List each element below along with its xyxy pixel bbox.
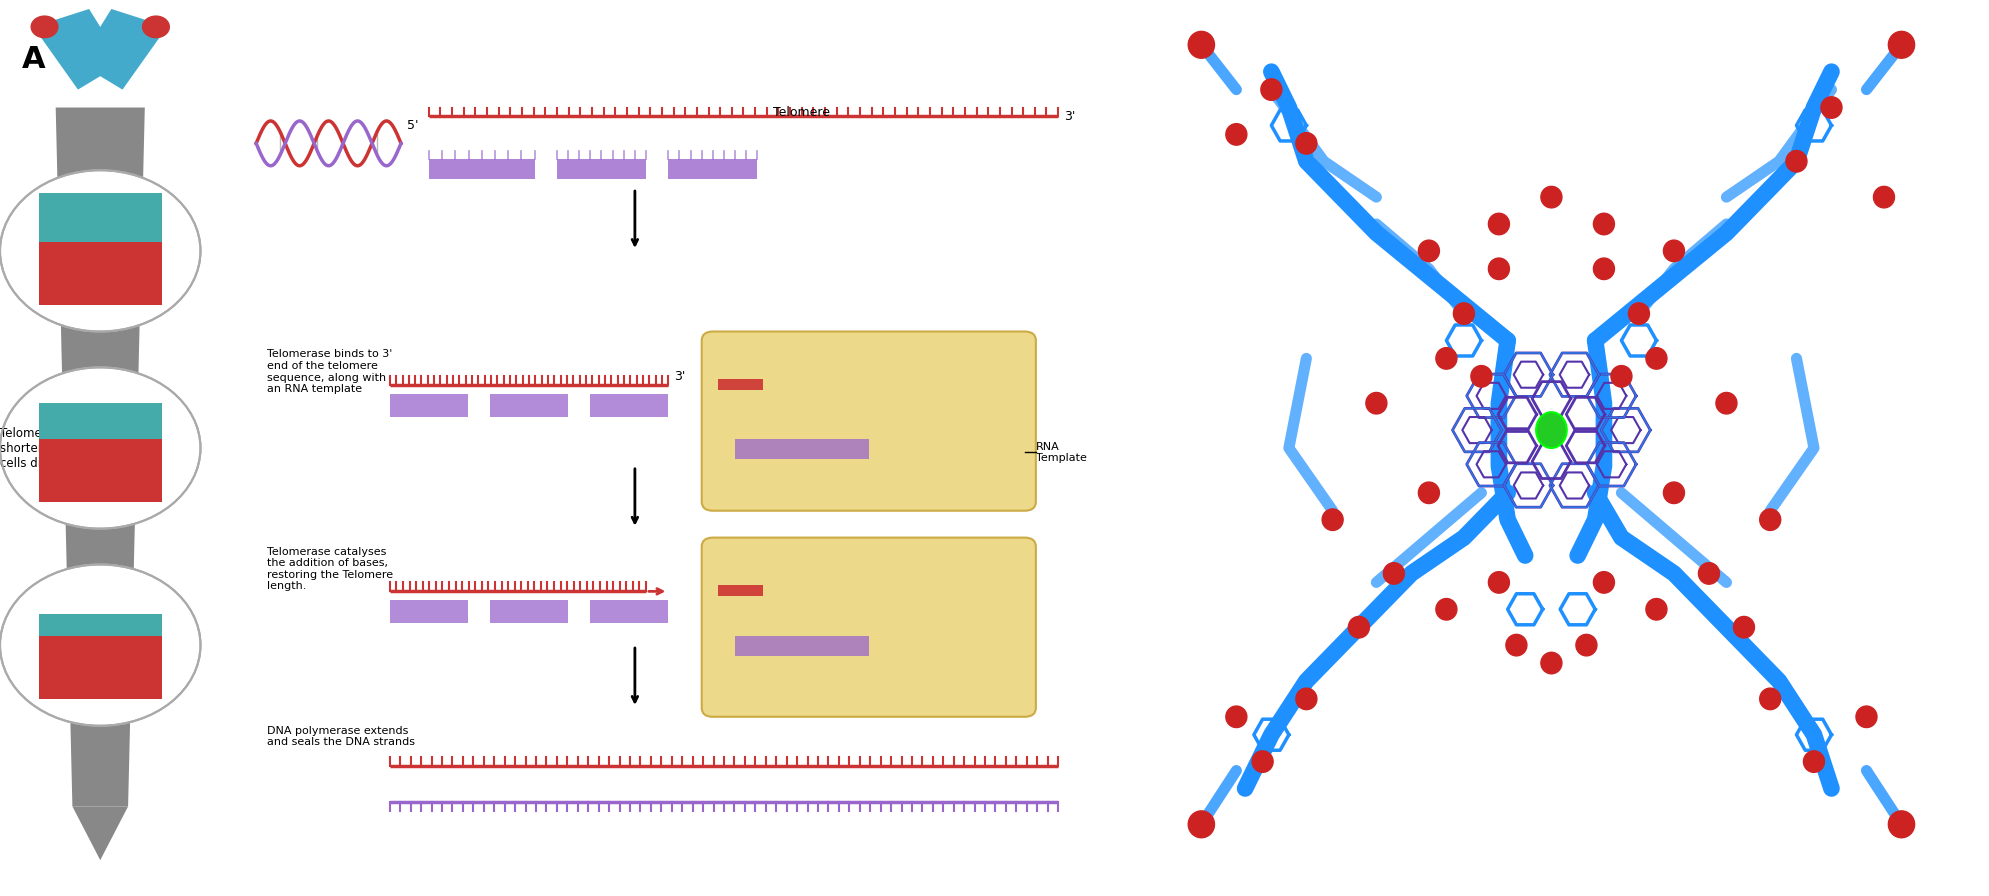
Text: Telomerase catalyses
the addition of bases,
restoring the Telomere
length.: Telomerase catalyses the addition of bas… xyxy=(267,547,394,591)
Text: Telomeres
shorten as
cells divide: Telomeres shorten as cells divide xyxy=(0,426,66,470)
Text: DNA polymerase extends
and seals the DNA strands: DNA polymerase extends and seals the DNA… xyxy=(267,726,416,747)
Polygon shape xyxy=(56,108,145,806)
Circle shape xyxy=(1384,563,1404,584)
Text: RNA
Template: RNA Template xyxy=(1036,442,1086,463)
Circle shape xyxy=(1488,213,1510,235)
Circle shape xyxy=(1822,97,1842,118)
Circle shape xyxy=(1593,258,1615,280)
FancyBboxPatch shape xyxy=(591,600,668,623)
Text: A: A xyxy=(22,45,46,73)
Circle shape xyxy=(143,16,169,38)
Circle shape xyxy=(1323,509,1343,530)
FancyBboxPatch shape xyxy=(489,600,569,623)
Circle shape xyxy=(1253,751,1273,772)
Circle shape xyxy=(1804,751,1824,772)
FancyBboxPatch shape xyxy=(40,614,161,641)
Text: 3': 3' xyxy=(1064,110,1076,123)
Circle shape xyxy=(1663,482,1685,504)
Circle shape xyxy=(1187,811,1215,838)
Circle shape xyxy=(1760,509,1780,530)
Circle shape xyxy=(1611,366,1631,387)
Circle shape xyxy=(1856,706,1878,728)
Text: Telomere: Telomere xyxy=(774,107,831,119)
Circle shape xyxy=(1488,258,1510,280)
Polygon shape xyxy=(72,806,127,860)
Circle shape xyxy=(1297,688,1317,710)
Circle shape xyxy=(1187,31,1215,58)
Circle shape xyxy=(1593,213,1615,235)
Circle shape xyxy=(1663,240,1685,262)
Circle shape xyxy=(1647,599,1667,620)
Text: Telomerase: Telomerase xyxy=(833,345,905,358)
FancyBboxPatch shape xyxy=(40,439,161,502)
Polygon shape xyxy=(34,9,123,90)
Circle shape xyxy=(1717,392,1736,414)
Text: 3': 3' xyxy=(674,370,686,383)
Circle shape xyxy=(1699,563,1718,584)
Circle shape xyxy=(1418,240,1440,262)
Circle shape xyxy=(0,367,201,529)
FancyBboxPatch shape xyxy=(40,636,161,699)
Circle shape xyxy=(1349,616,1368,638)
Circle shape xyxy=(1506,634,1528,656)
FancyBboxPatch shape xyxy=(702,332,1036,511)
FancyBboxPatch shape xyxy=(40,193,161,246)
FancyBboxPatch shape xyxy=(736,439,869,459)
FancyBboxPatch shape xyxy=(390,600,467,623)
Circle shape xyxy=(1225,124,1247,145)
Circle shape xyxy=(1760,688,1780,710)
Text: Telomerase binds to 3'
end of the telomere
sequence, along with
an RNA template: Telomerase binds to 3' end of the telome… xyxy=(267,349,392,394)
Circle shape xyxy=(1888,31,1915,58)
Ellipse shape xyxy=(1536,412,1567,448)
Polygon shape xyxy=(78,9,167,90)
Circle shape xyxy=(1541,186,1561,208)
Text: 5': 5' xyxy=(406,119,418,132)
Circle shape xyxy=(1261,79,1281,100)
FancyBboxPatch shape xyxy=(430,159,535,179)
FancyBboxPatch shape xyxy=(736,636,869,656)
Circle shape xyxy=(1593,572,1615,593)
FancyBboxPatch shape xyxy=(489,394,569,417)
Circle shape xyxy=(1436,599,1456,620)
FancyBboxPatch shape xyxy=(557,159,646,179)
Circle shape xyxy=(1436,348,1456,369)
FancyBboxPatch shape xyxy=(718,379,764,390)
Circle shape xyxy=(1454,303,1474,324)
Circle shape xyxy=(1488,572,1510,593)
FancyBboxPatch shape xyxy=(40,403,161,444)
Circle shape xyxy=(1647,348,1667,369)
Circle shape xyxy=(1786,151,1806,172)
Circle shape xyxy=(1472,366,1492,387)
FancyBboxPatch shape xyxy=(668,159,758,179)
Circle shape xyxy=(1225,706,1247,728)
FancyBboxPatch shape xyxy=(40,242,161,305)
Circle shape xyxy=(1629,303,1649,324)
Circle shape xyxy=(0,170,201,332)
FancyBboxPatch shape xyxy=(591,394,668,417)
FancyBboxPatch shape xyxy=(390,394,467,417)
Circle shape xyxy=(1541,652,1561,674)
Circle shape xyxy=(1734,616,1754,638)
Circle shape xyxy=(1575,634,1597,656)
FancyBboxPatch shape xyxy=(718,585,764,596)
Circle shape xyxy=(1366,392,1386,414)
Circle shape xyxy=(1888,811,1915,838)
Circle shape xyxy=(32,16,58,38)
Text: B: B xyxy=(1132,45,1154,73)
Circle shape xyxy=(1297,133,1317,154)
Circle shape xyxy=(0,564,201,726)
Circle shape xyxy=(1874,186,1894,208)
Circle shape xyxy=(1418,482,1440,504)
FancyBboxPatch shape xyxy=(702,538,1036,717)
